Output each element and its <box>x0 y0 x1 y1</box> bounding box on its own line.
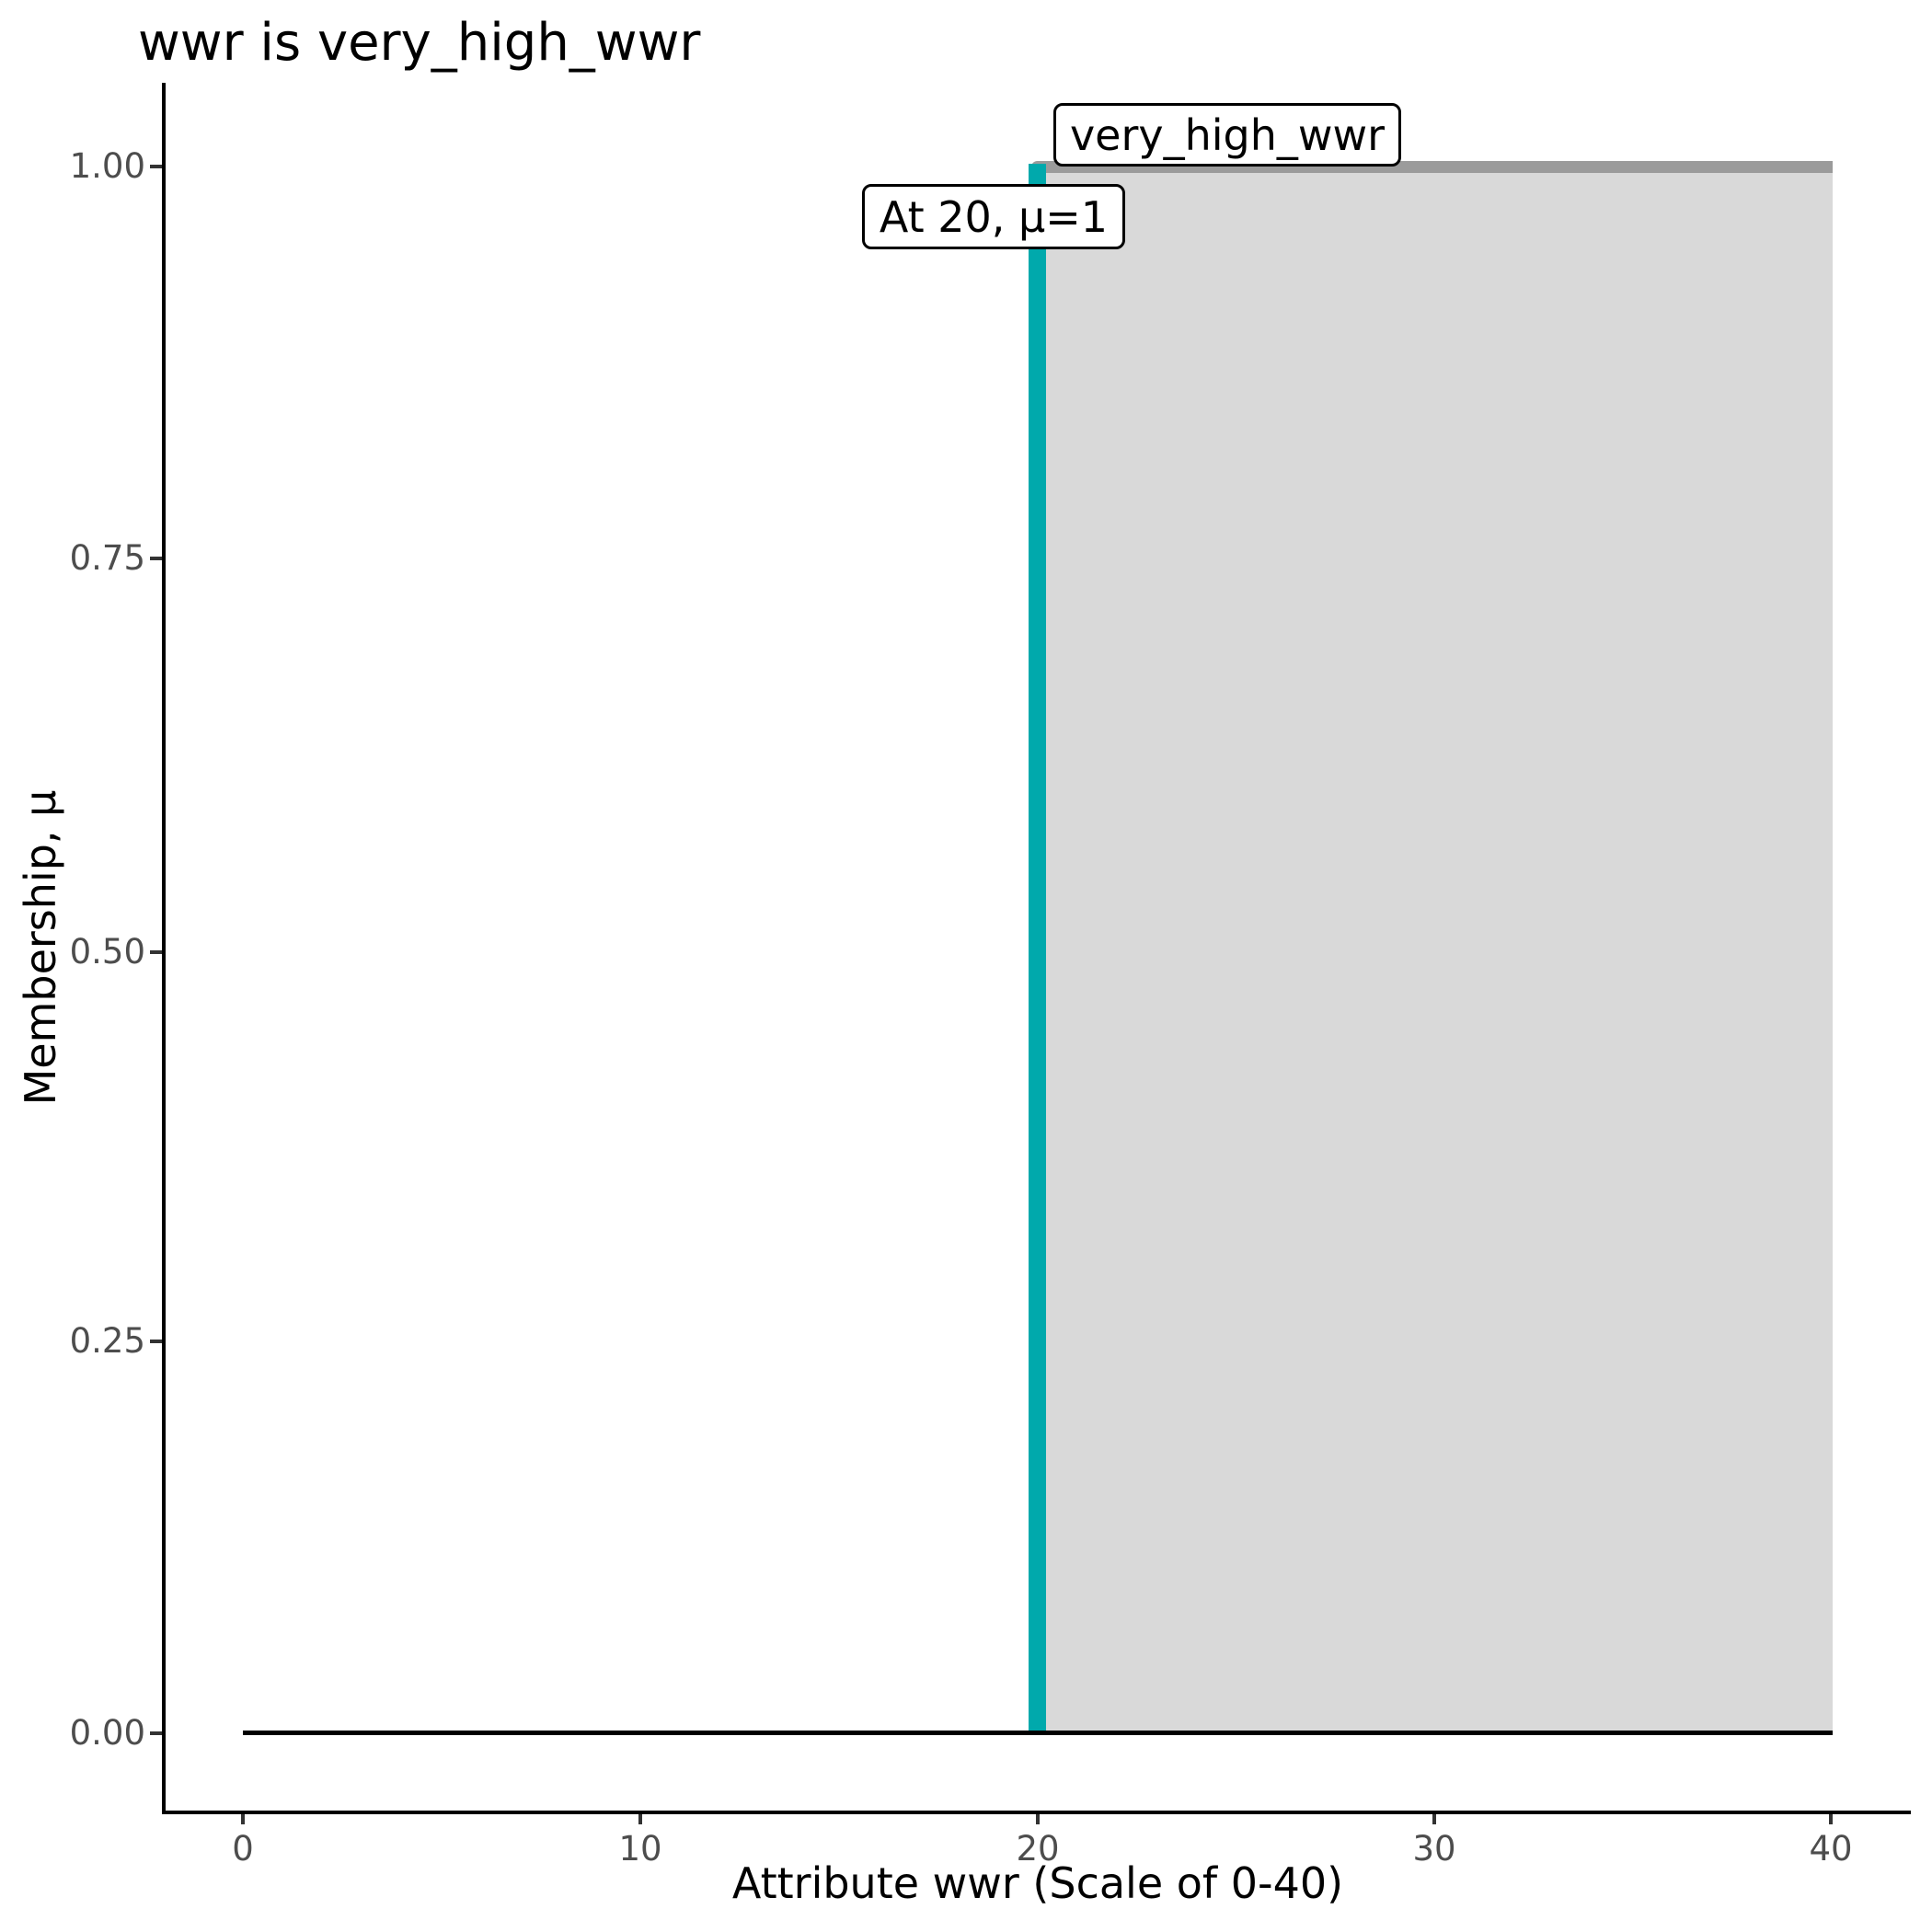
x-tick-mark-40 <box>1829 1814 1833 1824</box>
x-tick-label: 40 <box>1809 1829 1853 1869</box>
y-tick-label: 1.00 <box>69 146 145 186</box>
x-tick-mark-10 <box>638 1814 642 1824</box>
zero-membership-baseline <box>243 1731 1833 1735</box>
set-name-label-box: very_high_wwr <box>1053 103 1401 167</box>
y-tick-mark-0.25 <box>150 1340 162 1343</box>
x-tick-mark-20 <box>1036 1814 1040 1824</box>
y-tick-mark-1.00 <box>150 165 162 168</box>
y-tick-label: 0.25 <box>69 1321 145 1361</box>
y-tick-mark-0.50 <box>150 950 162 954</box>
x-tick-label: 20 <box>1016 1829 1060 1869</box>
x-axis-title: Attribute wwr (Scale of 0-40) <box>731 1858 1344 1908</box>
y-tick-mark-0.75 <box>150 557 162 560</box>
set-name-label-text: very_high_wwr <box>1069 109 1386 160</box>
x-tick-label: 30 <box>1412 1829 1456 1869</box>
input-value-label-box: At 20, μ=1 <box>862 184 1125 249</box>
x-tick-label: 0 <box>232 1829 254 1869</box>
y-tick-label: 0.75 <box>69 538 145 578</box>
crisp-input-vline <box>1029 164 1046 1733</box>
x-tick-mark-0 <box>241 1814 245 1824</box>
input-value-label-text: At 20, μ=1 <box>879 191 1109 242</box>
y-tick-label: 0.00 <box>69 1713 145 1753</box>
y-tick-label: 0.50 <box>69 932 145 972</box>
plot-title: wwr is very_high_wwr <box>138 13 701 73</box>
y-axis-line <box>162 83 166 1814</box>
x-tick-label: 10 <box>618 1829 662 1869</box>
x-axis-line <box>162 1811 1911 1814</box>
x-tick-mark-30 <box>1432 1814 1436 1824</box>
y-tick-mark-0.00 <box>150 1731 162 1735</box>
membership-area-fill <box>1038 167 1833 1732</box>
